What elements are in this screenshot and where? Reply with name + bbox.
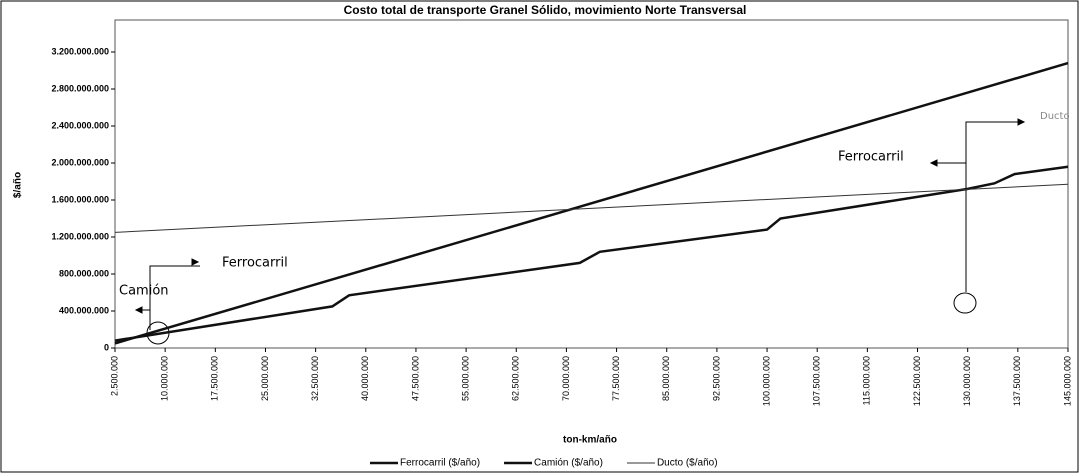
y-tick-label: 3.200.000.000 [51,46,109,56]
x-tick-label: 100.000.000 [761,356,771,406]
x-tick-label: 25.000.000 [260,356,270,401]
x-tick-label: 40.000.000 [360,356,370,401]
x-tick-label: 85.000.000 [661,356,671,401]
x-tick-label: 107.500.000 [812,356,822,406]
legend-label: Ferrocarril ($/año) [400,458,480,469]
x-tick-label: 115.000.000 [862,356,872,405]
y-tick-label: 1.200.000.000 [51,231,109,241]
plot-frame [114,19,1069,349]
annotation: Ducto [1040,111,1070,122]
arrow-head [929,159,938,167]
x-tick-label: 17.500.000 [210,356,220,401]
arrow-head [191,258,200,266]
x-tick-label: 122.500.000 [912,356,922,406]
y-axis-label: $/año [13,172,24,198]
x-tick-label: 130.000.000 [962,356,972,406]
x-tick-label: 137.500.000 [1012,356,1022,406]
arrow-head [1017,118,1026,126]
x-tick-label: 77.500.000 [611,356,621,401]
y-tick-label: 2.000.000.000 [51,157,109,167]
x-tick-label: 47.500.000 [410,356,420,401]
y-tick-label: 1.600.000.000 [51,194,109,204]
x-tick-label: 55.000.000 [460,356,470,401]
arrow-head [134,306,143,314]
annotation: Ferrocarril [222,256,288,271]
x-tick-label: 62.500.000 [511,356,521,401]
arrow [149,265,200,330]
x-tick-label: 2.500.000 [109,356,119,396]
legend-label: Camión ($/año) [534,458,603,469]
annotation: Ferrocarril [838,150,904,165]
annotation: Camión [119,284,169,299]
y-tick-label: 2.400.000.000 [51,120,109,130]
series-line [114,61,1069,345]
x-tick-label: 92.500.000 [711,356,721,401]
x-axis-label: ton-km/año [563,435,617,446]
arrow [965,121,1020,292]
chart-title: Costo total de transporte Granel Sólido,… [344,3,747,17]
y-tick-label: 800.000.000 [59,268,109,278]
series-line [114,183,1069,233]
highlight-circle [953,292,977,314]
legend-label: Ducto ($/año) [657,458,718,469]
x-tick-label: 70.000.000 [561,356,571,401]
y-tick-label: 400.000.000 [59,305,109,315]
series-line [114,165,1069,342]
x-tick-label: 32.500.000 [310,356,320,401]
y-tick-label: 2.800.000.000 [51,83,109,93]
x-tick-label: 145.000.000 [1062,356,1072,406]
y-tick-label: 0 [104,342,109,352]
x-tick-label: 10.000.000 [160,356,170,401]
